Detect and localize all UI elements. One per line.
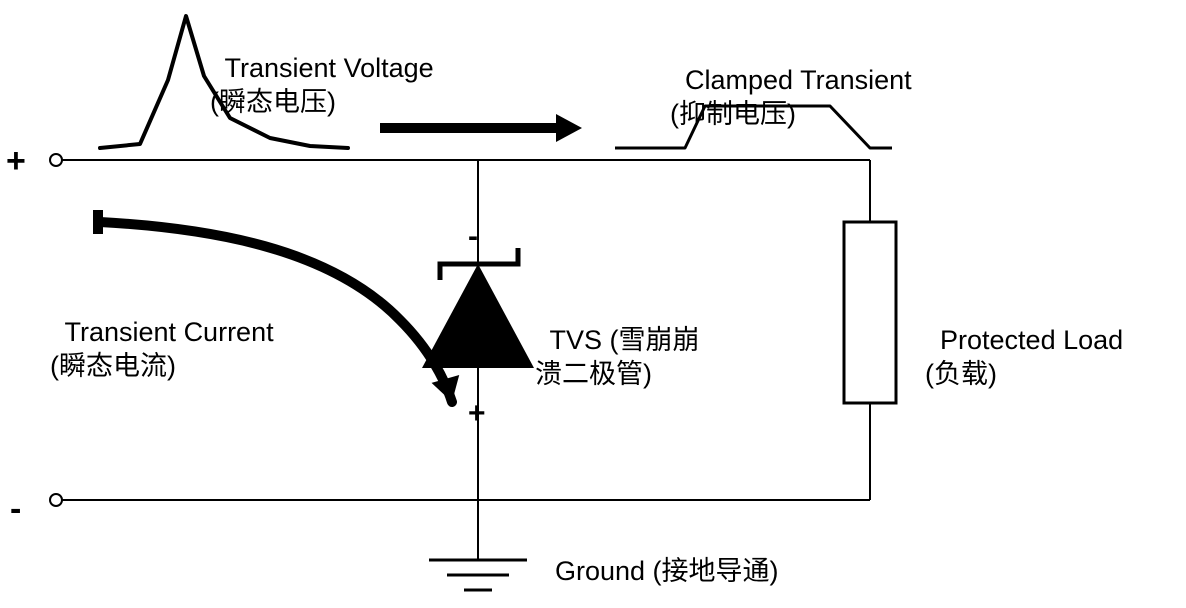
transient-current-label: Transient Current(瞬态电流) bbox=[50, 282, 274, 383]
protected-load-icon bbox=[844, 222, 896, 403]
transient-voltage-label: Transient Voltage(瞬态电压) bbox=[210, 18, 434, 119]
tvs-anode-plus: + bbox=[468, 395, 486, 433]
tvs-cathode-minus: - bbox=[468, 218, 478, 256]
clamped-transient-label: Clamped Transient(抑制电压) bbox=[670, 30, 912, 131]
terminal-plus bbox=[50, 154, 62, 166]
protected-load-label: Protected Load(负载) bbox=[925, 290, 1123, 391]
ground-label: Ground (接地导通) bbox=[555, 555, 779, 589]
terminal-plus-label: + bbox=[6, 140, 26, 183]
terminal-minus bbox=[50, 494, 62, 506]
flow-arrow-head bbox=[556, 114, 582, 142]
tvs-label: TVS (雪崩崩溃二极管) bbox=[535, 290, 700, 391]
terminal-minus-label: - bbox=[10, 488, 21, 531]
